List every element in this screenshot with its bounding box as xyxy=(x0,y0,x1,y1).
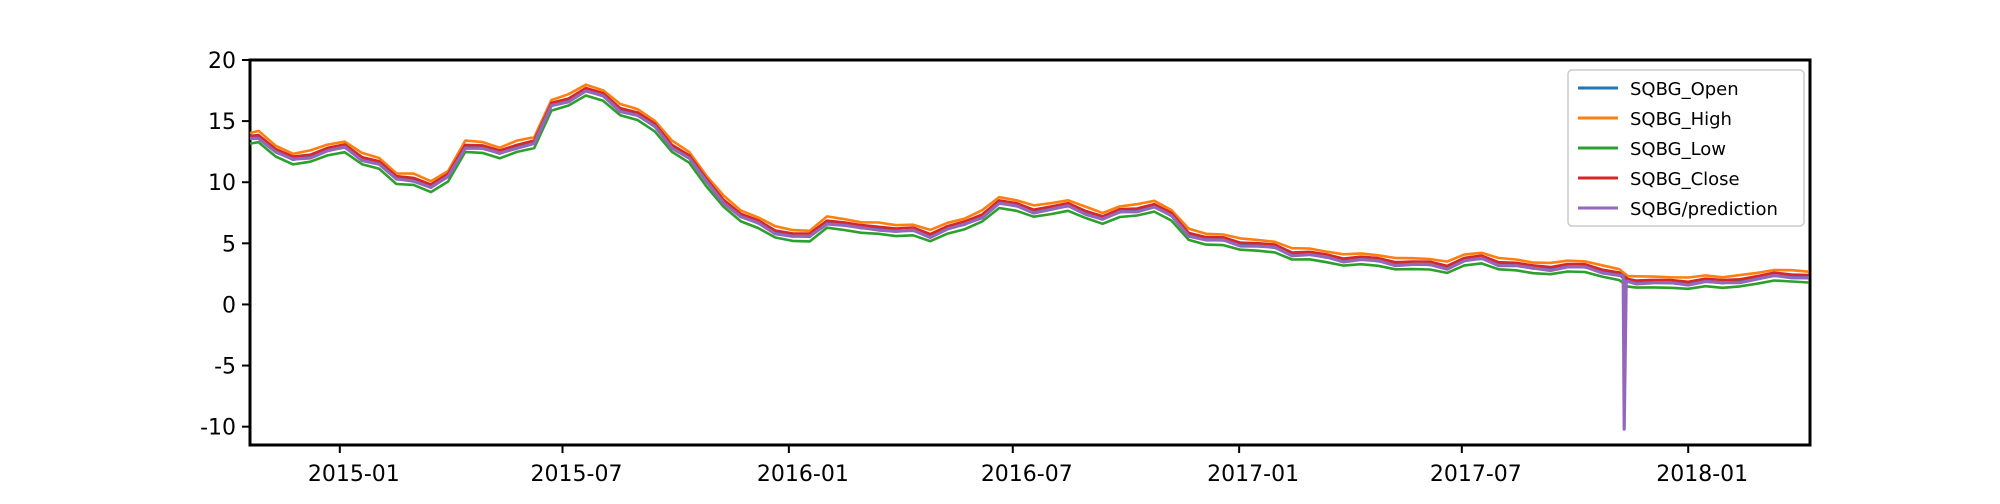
series-line-close xyxy=(249,86,1809,284)
legend-label-high: SQBG_High xyxy=(1630,109,1732,130)
y-tick-label: 10 xyxy=(208,171,236,196)
plot-frame xyxy=(248,58,1812,447)
legend-label-close: SQBG_Close xyxy=(1630,169,1740,190)
y-tick-label: -5 xyxy=(214,355,236,380)
legend-label-open: SQBG_Open xyxy=(1630,79,1739,100)
x-tick-label: 2018-01 xyxy=(1656,462,1748,487)
legend-box xyxy=(1567,69,1805,227)
legend-label-prediction: SQBG/prediction xyxy=(1630,199,1778,220)
x-tick-label: 2015-07 xyxy=(531,462,623,487)
x-tick-label: 2016-01 xyxy=(757,462,849,487)
series-line-prediction xyxy=(250,89,1809,431)
y-tick-label: -10 xyxy=(200,416,236,441)
x-axis: 2015-01 2015-07 2016-01 2016-07 2017-01 2017-… xyxy=(308,445,1748,487)
legend: SQBG_Open SQBG_High SQBG_Low SQBG_Close SQBG… xyxy=(1567,69,1805,227)
y-tick-label: 20 xyxy=(208,49,236,74)
series-line-high xyxy=(249,83,1809,279)
y-tick-label: 0 xyxy=(222,293,236,318)
y-tick-label: 15 xyxy=(208,110,236,135)
legend-label-low: SQBG_Low xyxy=(1630,139,1726,160)
x-tick-label: 2017-01 xyxy=(1207,462,1299,487)
x-tick-label: 2015-01 xyxy=(308,462,400,487)
y-tick-label: 5 xyxy=(222,232,236,257)
series-line-low xyxy=(249,94,1809,291)
x-tick-label: 2016-07 xyxy=(981,462,1073,487)
plot-border xyxy=(248,58,1812,447)
series-layer xyxy=(249,83,1809,431)
y-axis: 20 15 10 5 0 -5 -10 xyxy=(200,49,250,441)
x-tick-label: 2017-07 xyxy=(1430,462,1522,487)
